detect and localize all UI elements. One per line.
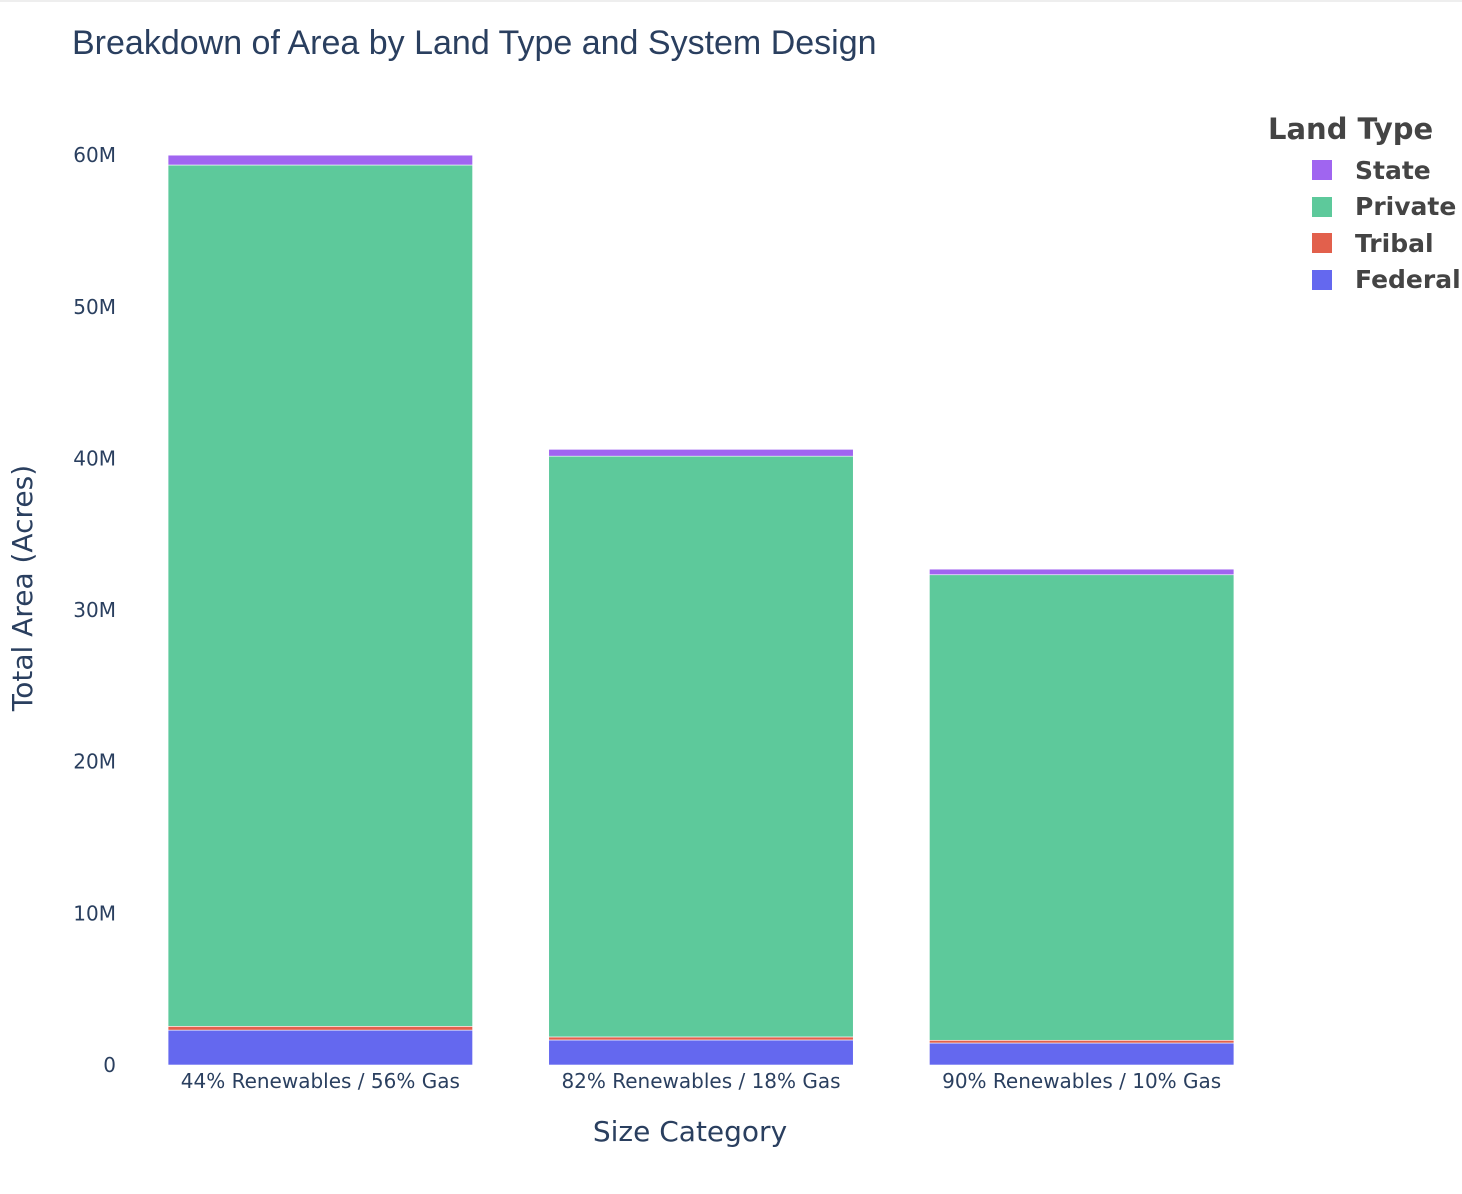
bar-federal-3[interactable] — [929, 1042, 1235, 1066]
legend-swatch-tribal — [1312, 233, 1332, 254]
legend-swatch-state — [1312, 160, 1332, 181]
y-tick-label: 60M — [73, 143, 116, 167]
legend: Land Type State Private Tribal Federal — [1268, 112, 1461, 298]
legend-label-federal: Federal — [1355, 265, 1461, 295]
bar-state-1[interactable] — [167, 154, 473, 166]
legend-title: Land Type — [1268, 112, 1434, 146]
bar-tribal-1[interactable] — [167, 1026, 473, 1031]
legend-item-private[interactable]: Private — [1268, 189, 1461, 226]
chart-title: Breakdown of Area by Land Type and Syste… — [72, 24, 877, 62]
bar-private-1[interactable] — [167, 164, 473, 1027]
y-tick-label: 10M — [73, 901, 116, 925]
y-tick-label: 0 — [103, 1053, 116, 1077]
bar-federal-1[interactable] — [167, 1029, 473, 1066]
bar-private-3[interactable] — [929, 574, 1235, 1041]
legend-item-state[interactable]: State — [1268, 152, 1461, 189]
bar-federal-2[interactable] — [548, 1039, 854, 1066]
x-tick-label: 44% Renewables / 56% Gas — [181, 1069, 460, 1093]
bar-state-2[interactable] — [548, 449, 854, 457]
x-tick-label: 82% Renewables / 18% Gas — [561, 1069, 840, 1093]
y-tick-label: 30M — [73, 598, 116, 622]
y-axis-ticks: 0 10M 20M 30M 40M 50M 60M — [73, 143, 116, 1077]
y-tick-label: 50M — [73, 295, 116, 319]
bar-stacks — [167, 154, 1235, 1066]
bar-state-3[interactable] — [929, 568, 1235, 576]
bar-private-2[interactable] — [548, 455, 854, 1038]
bar-tribal-3[interactable] — [929, 1039, 1235, 1044]
legend-swatch-private — [1312, 196, 1332, 217]
bar-tribal-2[interactable] — [548, 1036, 854, 1041]
legend-label-state: State — [1355, 155, 1431, 185]
top-border — [0, 0, 1462, 2]
x-axis-title: Size Category — [593, 1115, 787, 1148]
legend-item-tribal[interactable]: Tribal — [1268, 225, 1461, 262]
legend-swatch-federal — [1312, 269, 1332, 290]
legend-item-federal[interactable]: Federal — [1268, 262, 1461, 299]
y-tick-label: 20M — [73, 750, 116, 774]
legend-label-tribal: Tribal — [1355, 228, 1434, 258]
y-axis-title: Total Area (Acres) — [6, 465, 39, 712]
legend-label-private: Private — [1355, 192, 1457, 222]
y-tick-label: 40M — [73, 446, 116, 470]
x-tick-label: 90% Renewables / 10% Gas — [942, 1069, 1221, 1093]
x-axis-ticks: 44% Renewables / 56% Gas 82% Renewables /… — [181, 1069, 1221, 1093]
